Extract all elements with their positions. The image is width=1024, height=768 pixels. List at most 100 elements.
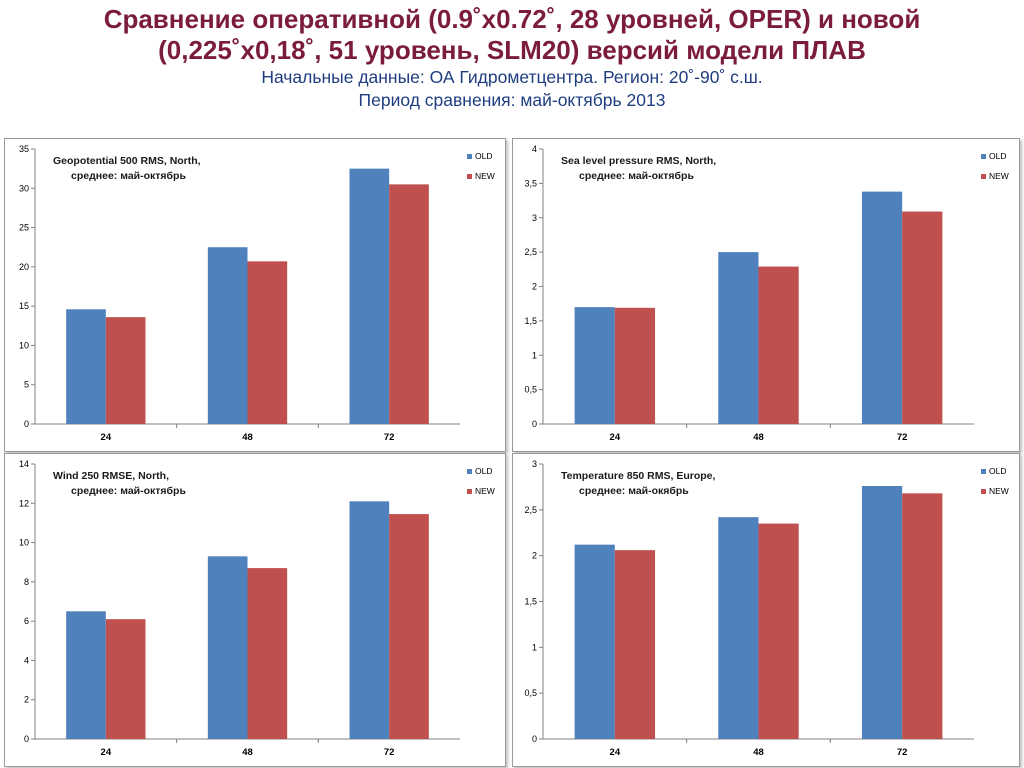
legend-swatch-old xyxy=(981,154,986,159)
bar-new-48 xyxy=(758,266,799,424)
chart-title-line-2: среднее: май-окябрь xyxy=(579,485,689,497)
chart-title-line-1: Temperature 850 RMS, Europe, xyxy=(561,470,716,482)
x-tick-label: 72 xyxy=(897,432,908,443)
legend-label-new: NEW xyxy=(475,171,495,181)
y-tick-label: 10 xyxy=(19,340,29,350)
x-tick-label: 72 xyxy=(384,747,395,758)
y-tick-label: 0,5 xyxy=(524,688,537,698)
y-tick-label: 15 xyxy=(19,301,29,311)
bar-old-24 xyxy=(574,544,615,739)
chart-title-line-1: Geopotential 500 RMS, North, xyxy=(53,155,201,167)
bar-new-72 xyxy=(902,211,943,424)
y-tick-label: 3 xyxy=(532,459,537,469)
bar-new-24 xyxy=(105,317,146,424)
chart-panel-sea-level-pressure: 0 0,5 1 1,5 2 2,5 3 3,5 4 24 48 72 Sea level pressur… xyxy=(512,138,1020,452)
chart-title-line-1: Sea level pressure RMS, North, xyxy=(561,155,716,167)
bar-old-72 xyxy=(349,168,390,424)
bar-new-48 xyxy=(247,568,288,739)
bar-old-48 xyxy=(207,556,248,739)
y-tick-label: 0 xyxy=(24,734,29,744)
y-tick-label: 1 xyxy=(532,350,537,360)
legend-swatch-new xyxy=(981,489,986,494)
x-tick-label: 72 xyxy=(897,747,908,758)
chart-title-line-2: среднее: май-октябрь xyxy=(71,170,186,182)
bar-old-72 xyxy=(861,191,903,424)
y-tick-label: 1,5 xyxy=(524,597,537,607)
legend-label-old: OLD xyxy=(989,151,1006,161)
y-tick-label: 10 xyxy=(19,538,29,548)
y-tick-label: 0 xyxy=(24,419,29,429)
slide-subtitle: Начальные данные: ОА Гидрометцентра. Рег… xyxy=(0,66,1024,112)
slide-subtitle-line-2: Период сравнения: май-октябрь 2013 xyxy=(358,90,666,110)
chart-temperature: 0 0,5 1 1,5 2 2,5 3 24 48 72 Temperature 850 RMS, … xyxy=(524,459,1009,758)
chart-panel-temperature: 0 0,5 1 1,5 2 2,5 3 24 48 72 Temperature 850 RMS, … xyxy=(512,453,1020,767)
bar-new-72 xyxy=(389,184,429,424)
bar-new-24 xyxy=(105,619,146,739)
y-tick-label: 0,5 xyxy=(524,385,537,395)
bar-old-48 xyxy=(718,252,759,424)
x-tick-label: 24 xyxy=(610,432,621,443)
y-tick-label: 2 xyxy=(532,282,537,292)
bar-new-72 xyxy=(902,493,943,739)
legend-swatch-new xyxy=(467,174,472,179)
bar-old-24 xyxy=(574,307,615,424)
legend-label-old: OLD xyxy=(475,151,492,161)
y-tick-label: 5 xyxy=(24,380,29,390)
y-tick-label: 12 xyxy=(19,498,29,508)
x-tick-label: 24 xyxy=(610,747,621,758)
y-tick-label: 1,5 xyxy=(524,316,537,326)
y-tick-label: 2,5 xyxy=(524,505,537,515)
bar-new-24 xyxy=(614,307,656,424)
x-tick-label: 24 xyxy=(101,432,112,443)
y-tick-label: 8 xyxy=(24,577,29,587)
y-tick-label: 6 xyxy=(24,616,29,626)
chart-title-line-2: среднее: май-октябрь xyxy=(71,485,186,497)
y-tick-label: 0 xyxy=(532,419,537,429)
legend-swatch-old xyxy=(467,469,472,474)
chart-panel-wind: 0 2 4 6 8 10 12 14 24 48 72 Wind 250 RMSE, North, ср… xyxy=(4,453,506,767)
slide-title-line-2: (0,225˚x0,18˚, 51 уровень, SLM20) версий… xyxy=(158,35,866,65)
bar-new-72 xyxy=(389,514,429,739)
legend-swatch-old xyxy=(467,154,472,159)
y-tick-label: 35 xyxy=(19,144,29,154)
x-tick-label: 48 xyxy=(753,432,764,443)
slide-subtitle-line-1: Начальные данные: ОА Гидрометцентра. Рег… xyxy=(261,67,763,87)
x-tick-label: 48 xyxy=(753,747,764,758)
legend-label-old: OLD xyxy=(475,466,492,476)
y-tick-label: 2 xyxy=(24,695,29,705)
y-tick-label: 30 xyxy=(19,183,29,193)
legend-swatch-new xyxy=(467,489,472,494)
bar-new-48 xyxy=(247,261,288,424)
chart-title-line-1: Wind 250 RMSE, North, xyxy=(53,470,169,482)
chart-sea-level-pressure: 0 0,5 1 1,5 2 2,5 3 3,5 4 24 48 72 Sea level pressur… xyxy=(524,144,1009,443)
bar-old-48 xyxy=(718,517,759,739)
bar-old-72 xyxy=(861,486,903,739)
y-tick-label: 3,5 xyxy=(524,178,537,188)
legend-label-new: NEW xyxy=(989,171,1009,181)
y-tick-label: 3 xyxy=(532,213,537,223)
bar-new-48 xyxy=(758,523,799,739)
bar-old-24 xyxy=(66,611,106,739)
slide-header: Сравнение оперативной (0.9˚x0.72˚, 28 ур… xyxy=(0,0,1024,112)
y-tick-label: 4 xyxy=(532,144,537,154)
y-tick-label: 0 xyxy=(532,734,537,744)
bar-new-24 xyxy=(614,550,656,739)
legend-swatch-old xyxy=(981,469,986,474)
chart-geopotential: 0 5 10 15 20 25 30 35 24 48 72 Geopotential 500 RMS… xyxy=(19,144,495,443)
x-tick-label: 48 xyxy=(242,747,253,758)
y-tick-label: 2 xyxy=(532,551,537,561)
legend-label-new: NEW xyxy=(475,486,495,496)
slide-title: Сравнение оперативной (0.9˚x0.72˚, 28 ур… xyxy=(0,4,1024,66)
bar-old-48 xyxy=(207,247,248,424)
bar-old-24 xyxy=(66,309,106,424)
bar-old-72 xyxy=(349,501,390,739)
x-tick-label: 48 xyxy=(242,432,253,443)
chart-panel-geopotential: 0 5 10 15 20 25 30 35 24 48 72 Geopotential 500 RMS… xyxy=(4,138,506,452)
chart-title-line-2: среднее: май-октябрь xyxy=(579,170,694,182)
x-tick-label: 72 xyxy=(384,432,395,443)
legend-swatch-new xyxy=(981,174,986,179)
y-tick-label: 4 xyxy=(24,655,29,665)
y-tick-label: 2,5 xyxy=(524,247,537,257)
legend-label-old: OLD xyxy=(989,466,1006,476)
legend-label-new: NEW xyxy=(989,486,1009,496)
